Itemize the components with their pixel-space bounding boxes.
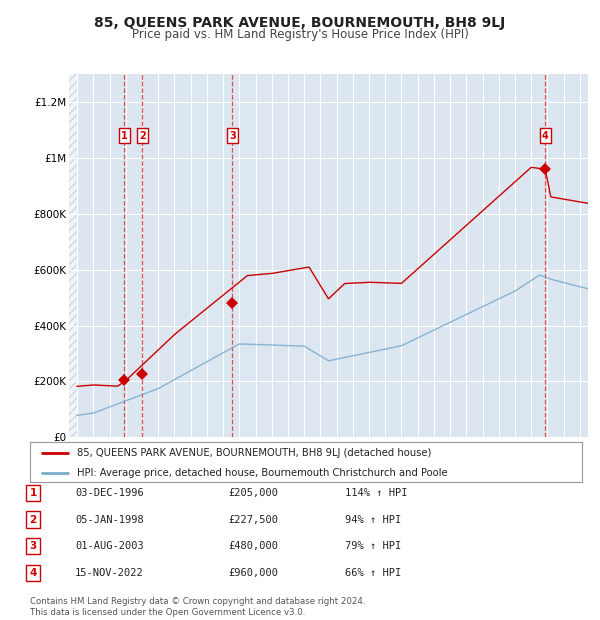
Text: 01-AUG-2003: 01-AUG-2003 [75, 541, 144, 551]
Text: 4: 4 [29, 568, 37, 578]
Text: 1: 1 [29, 488, 37, 498]
Text: 05-JAN-1998: 05-JAN-1998 [75, 515, 144, 525]
Text: 2: 2 [139, 131, 146, 141]
Text: 4: 4 [542, 131, 549, 141]
Text: 66% ↑ HPI: 66% ↑ HPI [345, 568, 401, 578]
Text: 85, QUEENS PARK AVENUE, BOURNEMOUTH, BH8 9LJ (detached house): 85, QUEENS PARK AVENUE, BOURNEMOUTH, BH8… [77, 448, 431, 458]
Text: 114% ↑ HPI: 114% ↑ HPI [345, 488, 407, 498]
Text: Contains HM Land Registry data © Crown copyright and database right 2024.
This d: Contains HM Land Registry data © Crown c… [30, 598, 365, 617]
Text: £960,000: £960,000 [228, 568, 278, 578]
Text: 03-DEC-1996: 03-DEC-1996 [75, 488, 144, 498]
Text: 2: 2 [29, 515, 37, 525]
Text: £227,500: £227,500 [228, 515, 278, 525]
Text: 15-NOV-2022: 15-NOV-2022 [75, 568, 144, 578]
Text: 79% ↑ HPI: 79% ↑ HPI [345, 541, 401, 551]
Bar [69, 74, 77, 437]
Text: £480,000: £480,000 [228, 541, 278, 551]
Text: Price paid vs. HM Land Registry's House Price Index (HPI): Price paid vs. HM Land Registry's House … [131, 28, 469, 41]
Text: 3: 3 [29, 541, 37, 551]
Text: 94% ↑ HPI: 94% ↑ HPI [345, 515, 401, 525]
Text: 85, QUEENS PARK AVENUE, BOURNEMOUTH, BH8 9LJ: 85, QUEENS PARK AVENUE, BOURNEMOUTH, BH8… [94, 16, 506, 30]
Text: £205,000: £205,000 [228, 488, 278, 498]
Text: HPI: Average price, detached house, Bournemouth Christchurch and Poole: HPI: Average price, detached house, Bour… [77, 469, 448, 479]
Text: 3: 3 [229, 131, 236, 141]
Text: 1: 1 [121, 131, 128, 141]
